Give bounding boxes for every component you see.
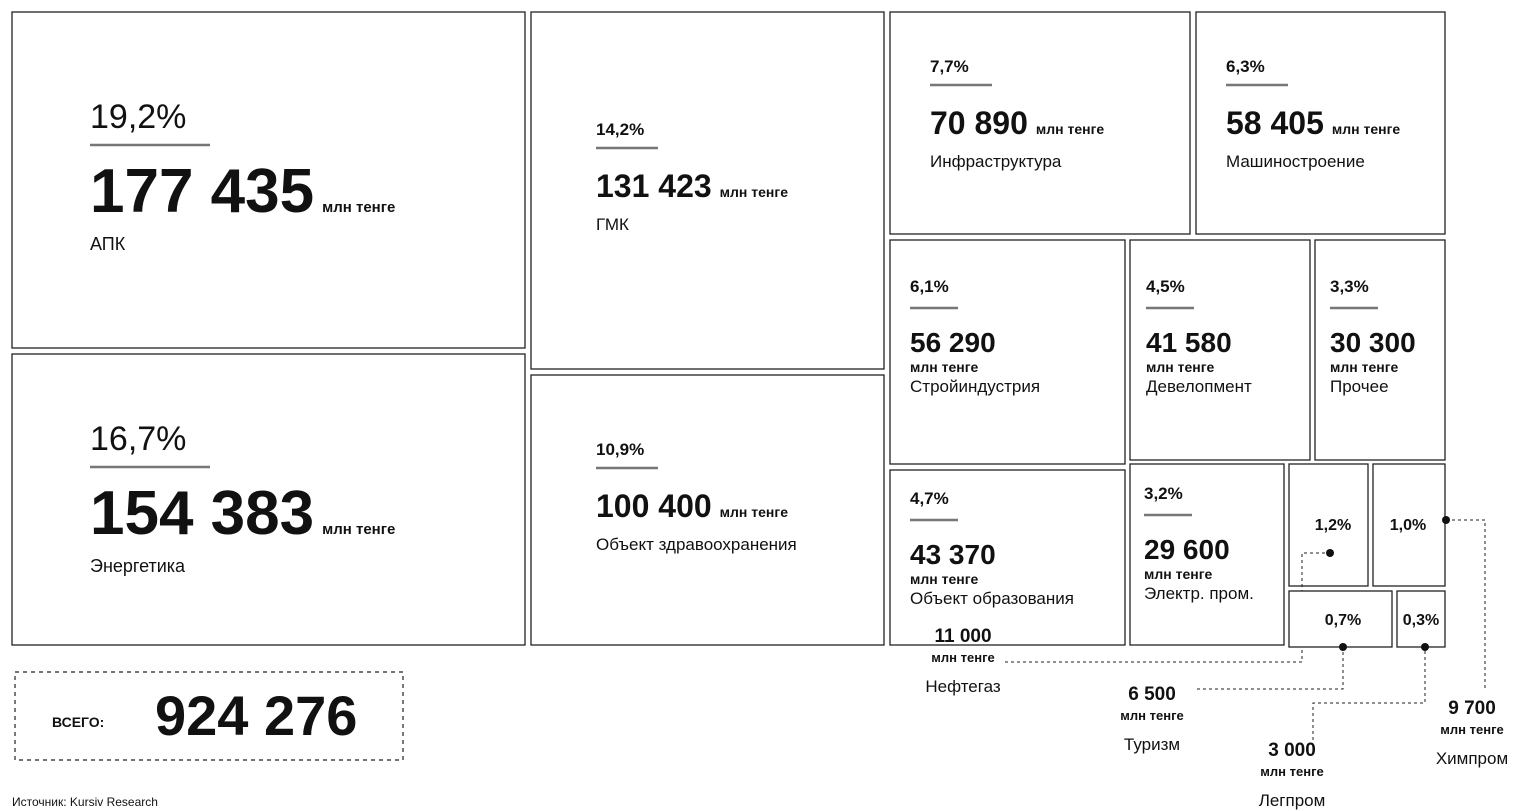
unit-label: млн тенге — [322, 199, 395, 216]
leader-dot — [1421, 643, 1429, 651]
unit-label: млн тенге — [910, 359, 979, 375]
unit-label: млн тенге — [931, 650, 994, 665]
leader-line — [1312, 647, 1426, 740]
value-label: 58 405 — [1226, 105, 1324, 141]
value-label: 131 423 — [596, 168, 712, 204]
unit-label: млн тенге — [1440, 722, 1503, 737]
share-label: 7,7% — [930, 57, 969, 76]
category-label: Девелопмент — [1146, 377, 1252, 396]
share-label: 1,2% — [1315, 517, 1351, 534]
share-label: 0,3% — [1403, 612, 1439, 629]
treemap-cell — [1129, 239, 1311, 461]
share-label: 3,3% — [1330, 277, 1369, 296]
leader-line — [1005, 552, 1330, 663]
value-label: 43 370 — [910, 539, 996, 570]
value-label: 100 400 — [596, 488, 712, 524]
total-value: 924 276 — [155, 684, 357, 747]
share-label: 14,2% — [596, 120, 644, 139]
category-label: Энергетика — [90, 556, 186, 576]
leader-line — [1446, 519, 1486, 690]
category-label: Объект образования — [910, 589, 1074, 608]
category-label: Легпром — [1259, 791, 1326, 810]
leader-dot — [1339, 643, 1347, 651]
treemap-cell — [530, 374, 885, 646]
treemap-cell — [889, 469, 1126, 646]
category-label: Объект здравоохранения — [596, 535, 797, 554]
unit-label: млн тенге — [322, 521, 395, 538]
value-label: 3 000 — [1268, 740, 1316, 761]
value-label: 11 000 — [934, 626, 991, 647]
category-label: Инфраструктура — [930, 152, 1062, 171]
category-label: Машиностроение — [1226, 152, 1365, 171]
unit-label: млн тенге — [720, 184, 789, 200]
treemap-cell — [1195, 11, 1446, 235]
share-label: 10,9% — [596, 440, 644, 459]
category-label: ГМК — [596, 215, 629, 234]
unit-label: млн тенге — [1144, 566, 1213, 582]
treemap-cell — [1372, 463, 1446, 587]
category-label: Туризм — [1124, 735, 1180, 754]
treemap-cell — [889, 11, 1191, 235]
unit-label: млн тенге — [1120, 708, 1183, 723]
share-label: 6,3% — [1226, 57, 1265, 76]
category-label: Химпром — [1436, 749, 1508, 768]
treemap-cell — [11, 353, 526, 646]
category-label: Нефтегаз — [925, 677, 1000, 696]
treemap-cell — [530, 11, 885, 370]
source: Источник: Kursiv Research — [12, 795, 158, 809]
value-label: 30 300 — [1330, 327, 1416, 358]
total-title: ВСЕГО: — [52, 714, 104, 730]
leader-dot — [1442, 516, 1450, 524]
unit-label: млн тенге — [1036, 121, 1105, 137]
value-label: 6 500 — [1128, 684, 1176, 705]
unit-label: млн тенге — [1330, 359, 1399, 375]
treemap-cell — [889, 239, 1126, 465]
treemap-cell — [1288, 590, 1393, 648]
share-label: 3,2% — [1144, 484, 1183, 503]
share-label: 16,7% — [90, 420, 186, 458]
total-box — [14, 671, 404, 761]
value-label: 177 435 — [90, 157, 314, 226]
share-label: 0,7% — [1325, 612, 1361, 629]
unit-label: млн тенге — [1332, 121, 1401, 137]
share-label: 4,7% — [910, 489, 949, 508]
unit-label: млн тенге — [1260, 764, 1323, 779]
treemap-cell — [1129, 463, 1285, 646]
treemap-cell — [1288, 463, 1369, 587]
category-label: Электр. пром. — [1144, 584, 1254, 603]
value-label: 29 600 — [1144, 534, 1230, 565]
unit-label: млн тенге — [1146, 359, 1215, 375]
share-label: 6,1% — [910, 277, 949, 296]
value-label: 9 700 — [1448, 698, 1496, 719]
value-label: 154 383 — [90, 479, 314, 548]
share-label: 4,5% — [1146, 277, 1185, 296]
share-label: 1,0% — [1390, 517, 1426, 534]
unit-label: млн тенге — [720, 504, 789, 520]
treemap-cell — [11, 11, 526, 349]
category-label: АПК — [90, 234, 126, 254]
value-label: 56 290 — [910, 327, 996, 358]
leader-line — [1197, 647, 1344, 690]
treemap-cell — [1314, 239, 1446, 461]
leader-dot — [1326, 549, 1334, 557]
share-label: 19,2% — [90, 98, 186, 136]
category-label: Стройиндустрия — [910, 377, 1040, 396]
unit-label: млн тенге — [910, 571, 979, 587]
value-label: 70 890 — [930, 105, 1028, 141]
treemap-cell — [1396, 590, 1446, 648]
value-label: 41 580 — [1146, 327, 1232, 358]
category-label: Прочее — [1330, 377, 1389, 396]
